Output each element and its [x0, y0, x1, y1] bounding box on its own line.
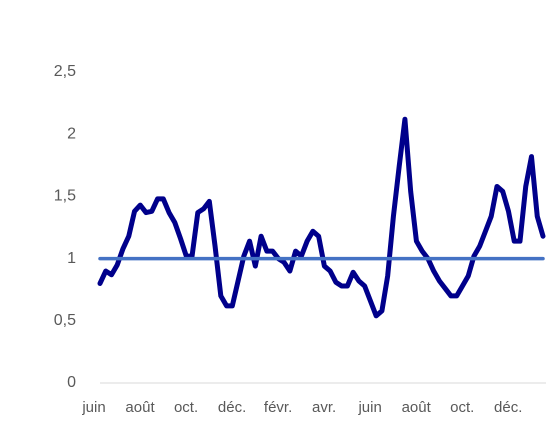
x-tick-label: févr. — [264, 399, 292, 416]
x-tick-label: août — [402, 399, 432, 416]
y-tick-label: 2 — [67, 125, 76, 142]
x-tick-label: juin — [81, 399, 105, 416]
x-tick-label: oct. — [450, 399, 474, 416]
x-tick-label: août — [125, 399, 155, 416]
y-tick-label: 0,5 — [54, 312, 76, 329]
x-tick-label: oct. — [174, 399, 198, 416]
y-tick-label: 1 — [67, 250, 76, 267]
y-tick-label: 1,5 — [54, 188, 76, 205]
x-tick-label: juin — [357, 399, 381, 416]
x-tick-label: déc. — [218, 399, 246, 416]
x-tick-label: déc. — [494, 399, 522, 416]
y-tick-label: 2,5 — [54, 63, 76, 80]
data-line — [97, 116, 546, 319]
x-tick-label: avr. — [312, 399, 336, 416]
y-tick-label: 0 — [67, 374, 76, 391]
